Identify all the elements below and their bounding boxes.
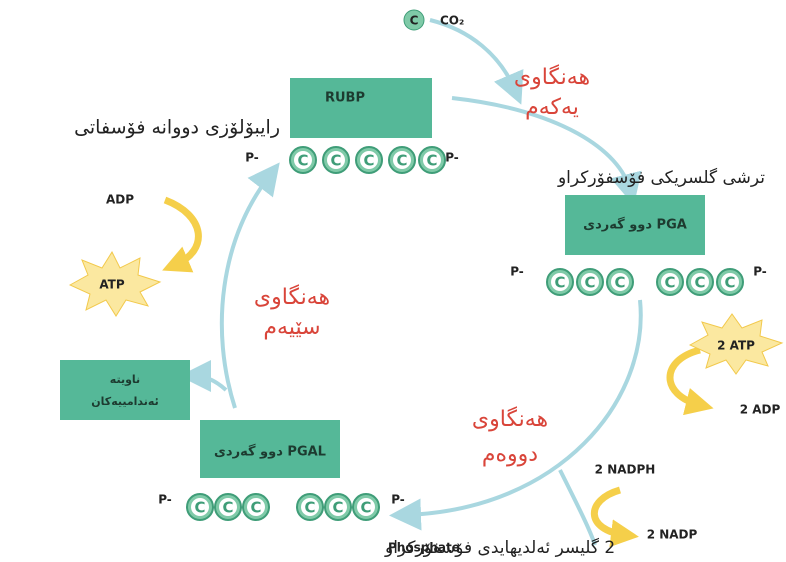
carbon-inner <box>581 273 599 291</box>
pgal-name-suffix: Phosphate <box>388 541 460 555</box>
carbon-inner <box>721 273 739 291</box>
carbon-inner <box>691 273 709 291</box>
carbon-label: C <box>360 499 371 517</box>
carbon-inner <box>661 273 679 291</box>
step2-adp: 2 ADP <box>740 403 781 417</box>
co2-carbon-circle <box>403 9 425 31</box>
co2-carbon: C <box>410 14 419 28</box>
step2-atp: 2 ATP <box>717 339 755 353</box>
pgal-phosphate-right: P- <box>391 493 405 507</box>
carbon-label: C <box>426 152 437 170</box>
carbon-inner <box>551 273 569 291</box>
carbon-inner <box>360 151 378 169</box>
carbon-label: C <box>396 152 407 170</box>
organic-line2: ئەندامییەکان <box>91 395 158 408</box>
carbon-inner <box>329 498 347 516</box>
pgal-name: 2 گلیسر ئەلدیهایدی فۆسفۆرکراو <box>384 537 615 558</box>
rubp-box <box>290 78 432 138</box>
step3-adp: ADP <box>106 193 134 207</box>
carbon-inner <box>294 151 312 169</box>
step1-line1: هەنگاوی <box>514 64 590 90</box>
step3-line1: هەنگاوی <box>254 284 330 310</box>
step3-line2: سێیەم <box>263 315 320 340</box>
pga-label: دوو گەردی PGA <box>583 217 687 233</box>
carbon-label: C <box>194 499 205 517</box>
carbon-inner <box>301 498 319 516</box>
carbon-inner <box>327 151 345 169</box>
carbon-label: C <box>330 152 341 170</box>
carbon-label: C <box>297 152 308 170</box>
pga-phosphate-left: P- <box>510 265 524 279</box>
carbon-label: C <box>554 274 565 292</box>
carbon-inner <box>393 151 411 169</box>
rubp-name: رایبۆلۆزی دووانە فۆسفاتی <box>74 117 280 139</box>
pgal-box <box>200 420 340 478</box>
organic-box <box>60 360 190 420</box>
pga-box <box>565 195 705 255</box>
carbon-label: C <box>584 274 595 292</box>
step2-line1: هەنگاوی <box>472 406 548 432</box>
carbon-label: C <box>614 274 625 292</box>
pgal-phosphate-left: P- <box>158 493 172 507</box>
carbon-label: C <box>304 499 315 517</box>
organic-line1: ناویتە <box>110 373 140 386</box>
carbon-label: C <box>332 499 343 517</box>
atp-burst-left <box>68 250 162 317</box>
carbon-inner <box>423 151 441 169</box>
atp-burst-right <box>688 313 784 375</box>
step1-line2: یەکەم <box>525 95 579 120</box>
energy-arrows <box>68 196 784 548</box>
step3-atp: ATP <box>99 278 125 292</box>
rubp-phosphate-right: P- <box>445 151 459 165</box>
carbon-label: C <box>222 499 233 517</box>
rubp-phosphate-left: P- <box>245 151 259 165</box>
carbon-label: C <box>363 152 374 170</box>
carbon-inner <box>611 273 629 291</box>
carbon-label: C <box>250 499 261 517</box>
pga-phosphate-right: P- <box>753 265 767 279</box>
carbon-label: C <box>724 274 735 292</box>
carbon-inner <box>219 498 237 516</box>
pgal-label: دوو گەردی PGAL <box>214 444 326 460</box>
carbon-label: C <box>694 274 705 292</box>
rubp-label: RUBP <box>325 91 365 106</box>
pga-name: ترشی گلسریکی فۆسفۆرکراو <box>557 167 765 188</box>
step2-nadp: 2 NADP <box>647 528 698 542</box>
step2-nadph: 2 NADPH <box>595 463 656 477</box>
carbon-label: C <box>664 274 675 292</box>
cycle-arrows <box>179 18 643 546</box>
carbon-inner <box>247 498 265 516</box>
carbon-inner <box>357 498 375 516</box>
carbon-inner <box>191 498 209 516</box>
step2-line2: دووەم <box>482 442 538 467</box>
co2-label: CO₂ <box>440 14 464 28</box>
